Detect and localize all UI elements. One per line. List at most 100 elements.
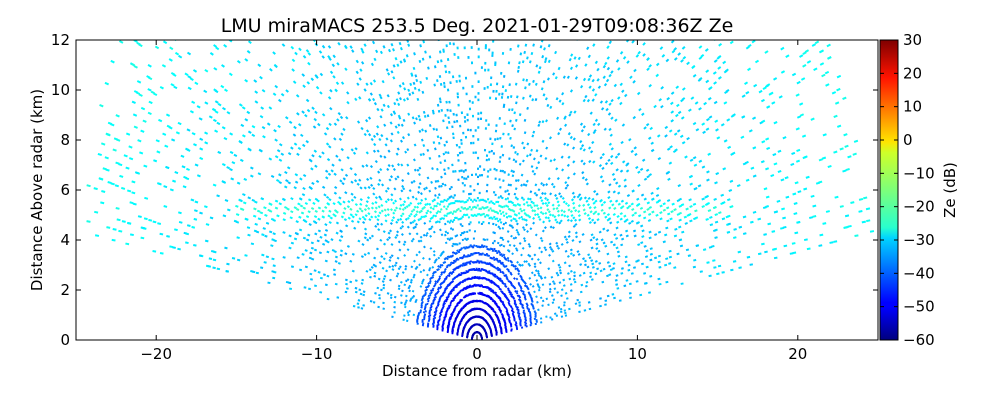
reflectivity-cell: [661, 54, 665, 58]
cloud-cell: [498, 196, 500, 199]
reflectivity-cell: [769, 7, 773, 11]
reflectivity-cell: [502, 52, 504, 55]
reflectivity-cell: [820, 62, 824, 66]
cloud-cell: [468, 216, 470, 218]
reflectivity-cell: [612, 293, 615, 295]
reflectivity-cell: [567, 156, 570, 159]
reflectivity-cell: [682, 141, 686, 144]
cloud-cell: [395, 221, 398, 224]
reflectivity-cell: [242, 8, 246, 12]
reflectivity-cell: [538, 247, 541, 250]
reflectivity-cell: [438, 142, 441, 145]
reflectivity-cell: [377, 171, 380, 174]
reflectivity-cell: [613, 297, 616, 299]
cloud-cell: [574, 219, 577, 222]
reflectivity-cell: [229, 73, 233, 77]
reflectivity-cell: [752, 117, 756, 120]
reflectivity-cell: [419, 81, 422, 84]
reflectivity-cell: [780, 47, 784, 51]
reflectivity-cell: [486, 154, 488, 156]
cloud-cell: [400, 214, 403, 217]
reflectivity-cell: [515, 160, 518, 163]
reflectivity-cell: [195, 24, 199, 28]
reflectivity-cell: [685, 222, 688, 225]
reflectivity-cell: [361, 165, 364, 168]
reflectivity-cell: [499, 160, 501, 163]
cloud-cell: [534, 213, 537, 216]
reflectivity-cell: [641, 229, 644, 232]
reflectivity-cell: [399, 42, 402, 45]
reflectivity-cell: [563, 304, 566, 306]
reflectivity-cell: [600, 175, 603, 178]
reflectivity-cell: [417, 169, 420, 172]
reflectivity-cell: [411, 181, 414, 184]
reflectivity-cell: [440, 176, 443, 179]
cloud-cell: [505, 212, 508, 215]
reflectivity-cell: [377, 149, 380, 152]
reflectivity-cell: [561, 102, 564, 105]
reflectivity-cell: [560, 308, 563, 310]
reflectivity-cell: [573, 195, 576, 198]
reflectivity-cell: [293, 133, 297, 136]
reflectivity-cell: [578, 304, 581, 306]
reflectivity-cell: [448, 71, 450, 74]
reflectivity-cell: [545, 316, 547, 318]
reflectivity-cell: [631, 272, 634, 275]
reflectivity-cell: [380, 8, 383, 12]
reflectivity-cell: [397, 123, 400, 126]
reflectivity-cell: [269, 106, 273, 109]
reflectivity-cell: [682, 87, 686, 91]
reflectivity-cell: [525, 44, 528, 47]
reflectivity-cell: [600, 100, 603, 103]
reflectivity-cell: [523, 260, 526, 263]
reflectivity-cell: [349, 167, 352, 170]
reflectivity-cell: [568, 278, 571, 281]
reflectivity-cell: [542, 283, 545, 286]
cloud-cell: [562, 197, 565, 200]
reflectivity-cell: [624, 185, 627, 188]
reflectivity-cell: [221, 64, 225, 68]
reflectivity-cell: [507, 259, 510, 262]
reflectivity-cell: [442, 11, 444, 14]
cloud-cell: [655, 214, 658, 217]
reflectivity-cell: [844, 226, 848, 229]
reflectivity-cell: [501, 93, 503, 96]
reflectivity-cell: [365, 119, 368, 122]
reflectivity-cell: [785, 176, 789, 179]
reflectivity-cell: [570, 270, 573, 273]
cloud-cell: [722, 217, 726, 220]
reflectivity-cell: [477, 292, 479, 294]
reflectivity-cell: [365, 82, 368, 85]
reflectivity-cell: [439, 97, 442, 100]
cloud-cell: [563, 200, 566, 203]
reflectivity-cell: [414, 143, 417, 146]
reflectivity-cell: [648, 231, 651, 234]
reflectivity-cell: [400, 140, 403, 143]
cloud-cell: [607, 196, 610, 199]
reflectivity-cell: [477, 99, 479, 102]
reflectivity-cell: [469, 229, 471, 231]
reflectivity-cell: [648, 7, 652, 11]
reflectivity-cell: [332, 75, 335, 79]
cloud-cell: [374, 201, 377, 204]
reflectivity-cell: [439, 50, 441, 53]
reflectivity-cell: [773, 77, 777, 81]
reflectivity-cell: [411, 91, 414, 94]
reflectivity-cell: [457, 179, 459, 182]
reflectivity-cell: [641, 194, 644, 197]
cloud-cell: [470, 208, 472, 210]
reflectivity-cell: [285, 116, 289, 119]
reflectivity-cell: [578, 301, 581, 303]
reflectivity-cell: [524, 86, 527, 89]
reflectivity-cell: [544, 276, 547, 279]
cloud-cell: [473, 199, 475, 201]
reflectivity-cell: [559, 281, 562, 284]
reflectivity-cell: [669, 162, 673, 165]
reflectivity-cell: [495, 224, 497, 227]
reflectivity-cell: [349, 45, 352, 49]
reflectivity-cell: [471, 174, 473, 176]
cloud-cell: [643, 210, 646, 213]
reflectivity-cell: [663, 240, 666, 243]
reflectivity-cell: [503, 0, 505, 1]
reflectivity-cell: [858, 210, 862, 213]
